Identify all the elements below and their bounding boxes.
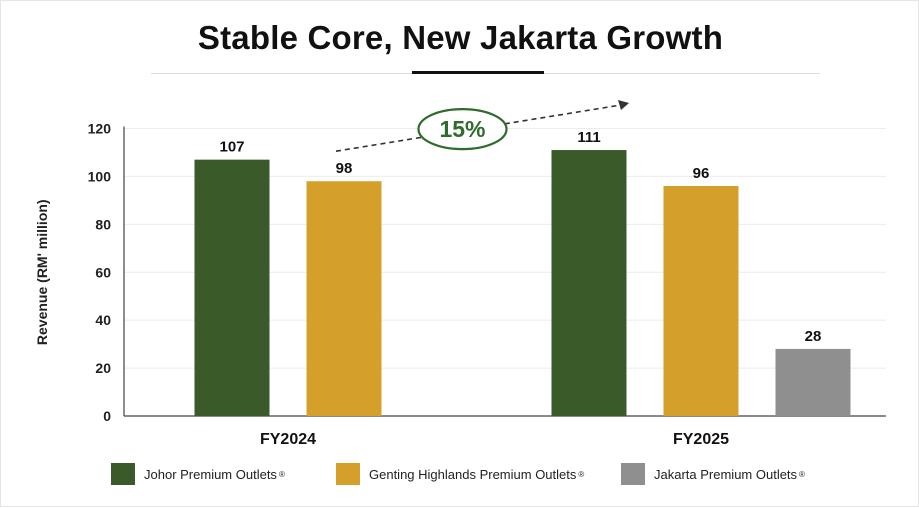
bar: [775, 348, 851, 416]
y-axis-label: Revenue (RM' million): [34, 199, 50, 345]
legend-item: Jakarta Premium Outlets ®: [621, 459, 805, 489]
y-tick-label: 40: [95, 312, 111, 328]
bar: [551, 150, 627, 416]
legend-label: Jakarta Premium Outlets: [654, 466, 798, 482]
data-label: 98: [336, 160, 353, 177]
chart-title: Stable Core, New Jakarta Growth: [197, 19, 724, 56]
chart-legend: Johor Premium Outlets ® Genting Highlands …: [111, 459, 891, 489]
registered-mark: ®: [799, 469, 805, 479]
registered-mark: ®: [278, 469, 285, 479]
growth-arrow-head: [618, 100, 629, 110]
legend-swatch: [621, 463, 645, 485]
legend-item: Genting Highlands Premium Outlets ®: [336, 459, 584, 489]
bar: [306, 181, 382, 416]
legend-swatch: [336, 463, 360, 485]
y-tick-label: 0: [103, 408, 111, 424]
legend-swatch: [111, 463, 135, 485]
x-tick-label: FY2025: [673, 431, 729, 448]
data-label: 96: [693, 165, 710, 182]
legend-label: Johor Premium Outlets: [144, 466, 277, 482]
title-accent-bar: [412, 71, 544, 74]
y-tick-label: 100: [88, 168, 112, 184]
y-tick-label: 60: [95, 264, 111, 280]
data-label: 111: [577, 129, 600, 146]
x-tick-label: FY2024: [260, 431, 316, 448]
y-tick-label: 120: [88, 121, 112, 137]
growth-label-oval: [417, 108, 508, 151]
bar: [663, 186, 739, 416]
legend-item: Johor Premium Outlets ®: [111, 459, 285, 489]
legend-label: Genting Highlands Premium Outlets: [369, 466, 577, 482]
growth-label: 15%: [439, 116, 485, 142]
data-label: 107: [219, 139, 244, 156]
y-tick-label: 20: [95, 360, 111, 376]
registered-mark: ®: [578, 469, 585, 479]
data-label: 28: [805, 328, 822, 345]
y-tick-label: 80: [95, 216, 111, 232]
bar: [194, 159, 270, 417]
